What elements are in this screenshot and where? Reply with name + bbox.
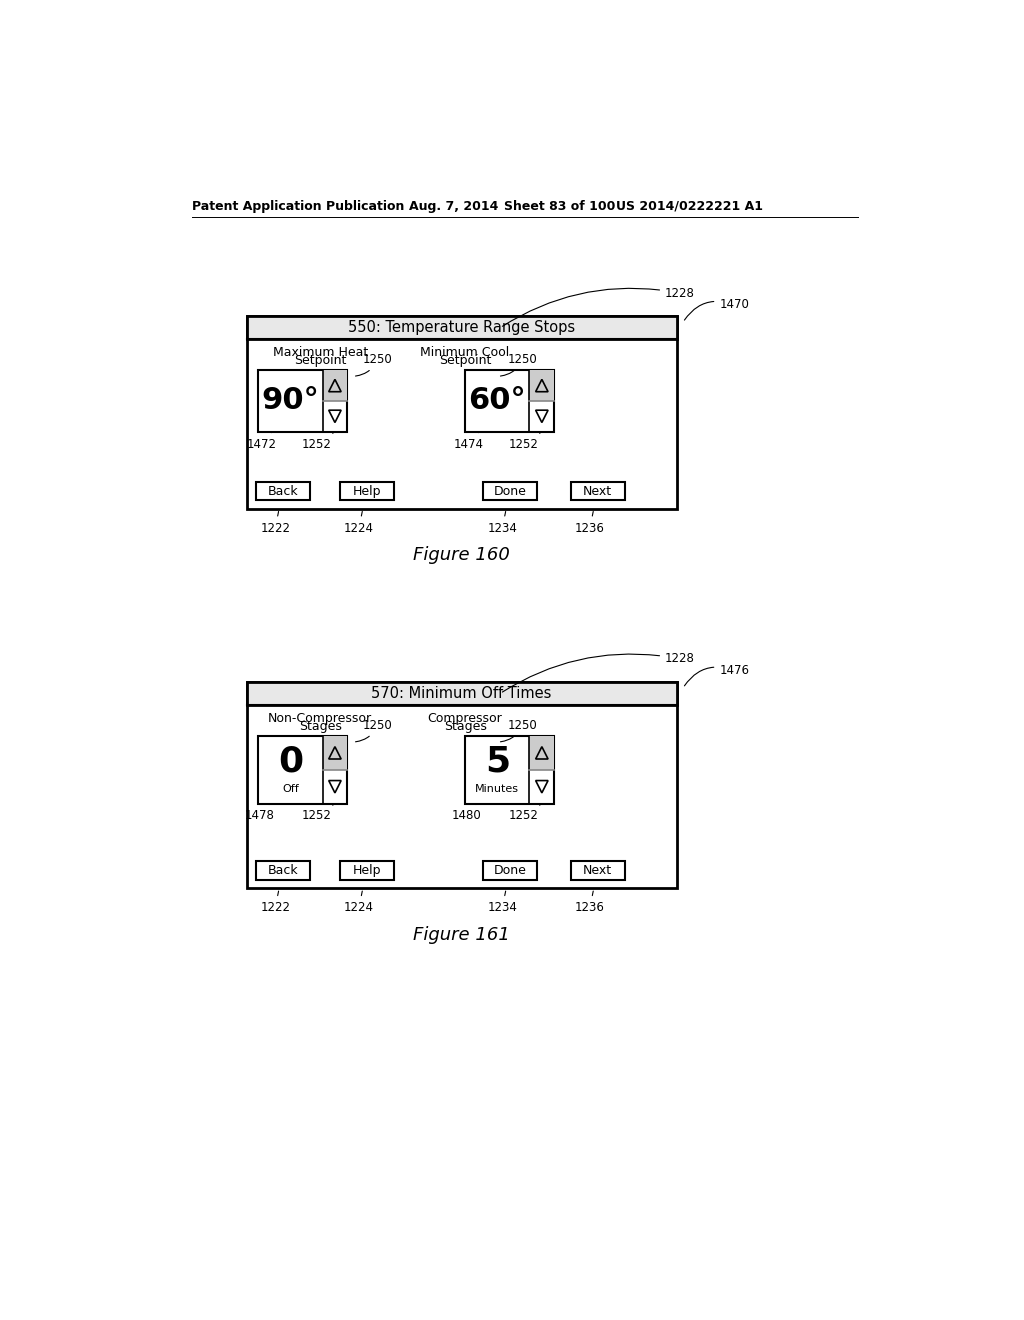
Text: Minutes: Minutes bbox=[475, 784, 519, 793]
Text: 1234: 1234 bbox=[487, 511, 517, 535]
Text: Next: Next bbox=[583, 484, 612, 498]
Text: Non-Compressor: Non-Compressor bbox=[268, 711, 373, 725]
Text: Help: Help bbox=[352, 865, 381, 878]
Bar bbox=[465, 370, 554, 432]
Bar bbox=[323, 737, 347, 770]
Text: 1252: 1252 bbox=[508, 804, 542, 822]
Bar bbox=[256, 862, 310, 880]
Text: 1224: 1224 bbox=[344, 511, 374, 535]
Text: 1252: 1252 bbox=[508, 432, 542, 450]
Bar bbox=[529, 737, 554, 770]
Text: 1472: 1472 bbox=[247, 432, 278, 450]
Text: Back: Back bbox=[267, 484, 298, 498]
Text: 5: 5 bbox=[484, 744, 510, 779]
Text: Figure 161: Figure 161 bbox=[413, 925, 510, 944]
Bar bbox=[247, 682, 677, 888]
Text: 1476: 1476 bbox=[684, 664, 750, 686]
Text: Off: Off bbox=[282, 784, 299, 793]
Text: 1228: 1228 bbox=[503, 286, 695, 326]
Bar bbox=[247, 317, 677, 339]
Text: 550: Temperature Range Stops: 550: Temperature Range Stops bbox=[348, 321, 575, 335]
Text: Help: Help bbox=[352, 484, 381, 498]
Text: 1250: 1250 bbox=[501, 718, 538, 742]
Text: 1224: 1224 bbox=[344, 891, 374, 915]
Text: 1480: 1480 bbox=[452, 804, 481, 822]
Text: Figure 160: Figure 160 bbox=[413, 546, 510, 564]
Text: 1252: 1252 bbox=[301, 804, 335, 822]
Bar bbox=[570, 482, 625, 500]
Text: Minimum Cool: Minimum Cool bbox=[421, 346, 510, 359]
Text: 1478: 1478 bbox=[245, 804, 274, 822]
Text: Compressor: Compressor bbox=[428, 711, 503, 725]
Bar bbox=[483, 482, 538, 500]
Text: 1234: 1234 bbox=[487, 891, 517, 915]
Text: 1250: 1250 bbox=[355, 718, 392, 742]
Bar bbox=[529, 370, 554, 401]
Text: Patent Application Publication: Patent Application Publication bbox=[191, 199, 403, 213]
Text: Next: Next bbox=[583, 865, 612, 878]
Bar bbox=[258, 737, 347, 804]
Text: 1250: 1250 bbox=[501, 352, 538, 376]
Text: Stages: Stages bbox=[299, 721, 342, 733]
Text: Stages: Stages bbox=[443, 721, 486, 733]
Text: 1236: 1236 bbox=[574, 891, 605, 915]
Bar bbox=[256, 482, 310, 500]
Bar bbox=[247, 317, 677, 508]
Text: 1252: 1252 bbox=[301, 432, 335, 450]
Text: Done: Done bbox=[494, 484, 526, 498]
Bar bbox=[465, 737, 554, 804]
Text: 90°: 90° bbox=[261, 387, 319, 416]
Text: Aug. 7, 2014: Aug. 7, 2014 bbox=[409, 199, 498, 213]
Text: 1228: 1228 bbox=[503, 652, 695, 692]
Text: 1222: 1222 bbox=[260, 511, 290, 535]
Text: Back: Back bbox=[267, 865, 298, 878]
Text: US 2014/0222221 A1: US 2014/0222221 A1 bbox=[616, 199, 763, 213]
Text: 1236: 1236 bbox=[574, 511, 605, 535]
Bar bbox=[570, 862, 625, 880]
Text: 570: Minimum Off Times: 570: Minimum Off Times bbox=[372, 686, 552, 701]
Bar bbox=[247, 682, 677, 705]
Text: 1250: 1250 bbox=[355, 352, 392, 376]
Text: Setpoint: Setpoint bbox=[439, 354, 492, 367]
Text: 0: 0 bbox=[278, 744, 303, 779]
Text: Done: Done bbox=[494, 865, 526, 878]
Bar bbox=[340, 482, 394, 500]
Bar bbox=[258, 370, 347, 432]
Bar bbox=[323, 370, 347, 401]
Text: 1470: 1470 bbox=[684, 298, 750, 319]
Bar bbox=[340, 862, 394, 880]
Text: 1222: 1222 bbox=[260, 891, 290, 915]
Bar bbox=[483, 862, 538, 880]
Text: 1474: 1474 bbox=[454, 432, 484, 450]
Text: Maximum Heat: Maximum Heat bbox=[272, 346, 368, 359]
Text: 60°: 60° bbox=[468, 387, 526, 416]
Text: Sheet 83 of 100: Sheet 83 of 100 bbox=[504, 199, 615, 213]
Text: Setpoint: Setpoint bbox=[294, 354, 346, 367]
